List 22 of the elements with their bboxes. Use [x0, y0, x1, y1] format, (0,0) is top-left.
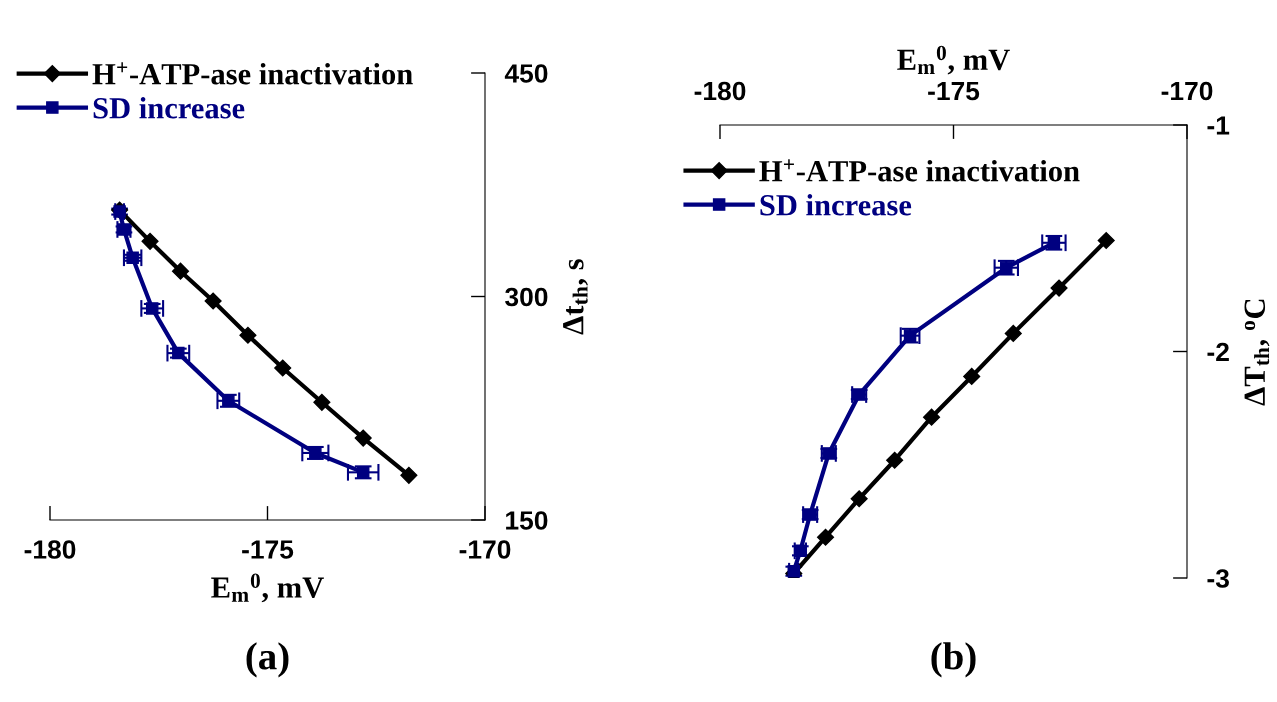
y-tick-label: -1 — [1207, 116, 1230, 135]
y-axis-title: ΔT$_{th}$, $^{o}$C — [1244, 299, 1270, 406]
text: (b) — [931, 642, 976, 678]
x-tick-label: -175 — [928, 81, 980, 101]
x-tick-label: -180 — [694, 81, 746, 101]
x-tick-label: -180 — [24, 540, 76, 559]
x-tick-label: -170 — [459, 540, 511, 559]
legend-label: SD increase — [760, 194, 912, 216]
legend-label: H$^{+}$-ATP-ase inactivation — [759, 159, 1080, 182]
x-axis-title: E$_{m}$$^{0}$, mV — [211, 573, 324, 603]
legend-label: SD increase — [93, 97, 245, 119]
text: (a) — [246, 642, 289, 678]
x-axis-title: E$_{m}$$^{0}$, mV — [897, 45, 1010, 75]
y-tick-label: 450 — [504, 64, 548, 83]
y-tick-label: -3 — [1207, 569, 1229, 588]
y-axis-title: Δt$_{th}$, s — [563, 259, 588, 335]
y-tick-label: 300 — [505, 287, 548, 307]
legend-label: H$^{+}$-ATP-ase inactivation — [92, 62, 413, 85]
x-tick-label: -175 — [242, 540, 294, 559]
x-tick-label: -170 — [1161, 81, 1213, 101]
y-tick-label: -2 — [1207, 342, 1229, 362]
y-tick-label: 150 — [506, 511, 548, 530]
